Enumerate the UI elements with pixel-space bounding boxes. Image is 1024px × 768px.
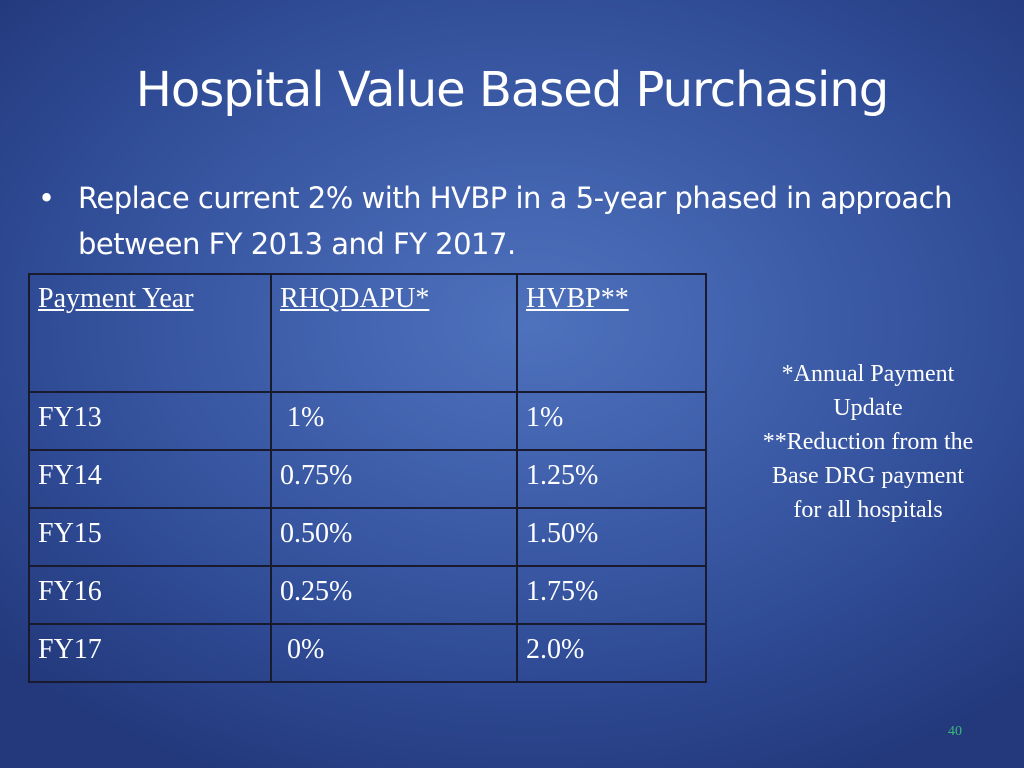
table-row: FY16 0.25% 1.75%: [28, 565, 707, 625]
cell-payment-year: FY17: [28, 623, 272, 683]
bullet-point: • Replace current 2% with HVBP in a 5-ye…: [38, 175, 988, 267]
header-hvbp: HVBP**: [526, 283, 629, 314]
footnote-line: *Annual Payment: [781, 361, 955, 387]
footnote-line: Update: [833, 395, 903, 421]
footnote-line: for all hospitals: [793, 497, 943, 523]
cell-payment-year: FY14: [28, 449, 272, 509]
cell-rhqdapu: 0.50%: [270, 507, 518, 567]
table-header-cell: HVBP**: [516, 273, 707, 393]
cell-hvbp: 1.75%: [516, 565, 707, 625]
table-row: FY15 0.50% 1.50%: [28, 507, 707, 567]
cell-payment-year: FY13: [28, 391, 272, 451]
table-header-row: Payment Year RHQDAPU* HVBP**: [28, 273, 707, 393]
cell-hvbp: 1%: [516, 391, 707, 451]
footnotes: *Annual Payment Update **Reduction from …: [728, 357, 1008, 527]
table-row: FY14 0.75% 1.25%: [28, 449, 707, 509]
bullet-text: Replace current 2% with HVBP in a 5-year…: [78, 181, 952, 261]
cell-payment-year: FY15: [28, 507, 272, 567]
cell-rhqdapu: 0%: [270, 623, 518, 683]
cell-rhqdapu: 0.75%: [270, 449, 518, 509]
payment-schedule-table: Payment Year RHQDAPU* HVBP** FY13 1% 1% …: [28, 273, 707, 683]
page-number: 40: [948, 724, 962, 739]
footnote-line: Base DRG payment: [772, 463, 964, 489]
header-rhqdapu: RHQDAPU*: [280, 283, 430, 314]
cell-hvbp: 2.0%: [516, 623, 707, 683]
footnote-line: **Reduction from the: [762, 429, 974, 455]
cell-hvbp: 1.25%: [516, 449, 707, 509]
table-header-cell: Payment Year: [28, 273, 272, 393]
cell-hvbp: 1.50%: [516, 507, 707, 567]
slide-title: Hospital Value Based Purchasing: [135, 62, 889, 118]
table-row: FY17 0% 2.0%: [28, 623, 707, 683]
cell-payment-year: FY16: [28, 565, 272, 625]
table-header-cell: RHQDAPU*: [270, 273, 518, 393]
cell-rhqdapu: 0.25%: [270, 565, 518, 625]
header-payment-year: Payment Year: [38, 283, 194, 314]
bullet-icon: •: [38, 181, 55, 215]
cell-rhqdapu: 1%: [270, 391, 518, 451]
table-row: FY13 1% 1%: [28, 391, 707, 451]
